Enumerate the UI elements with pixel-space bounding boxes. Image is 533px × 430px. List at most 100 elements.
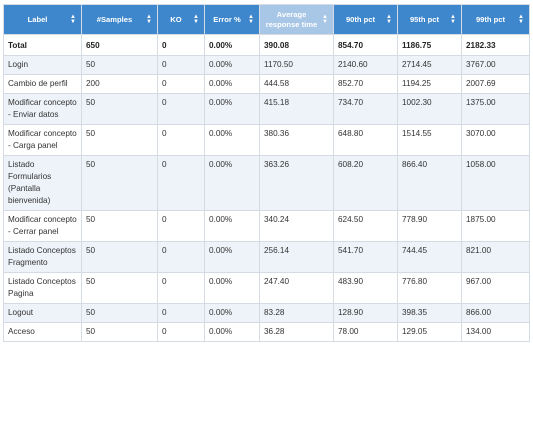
row-value-cell: 1514.55 <box>397 124 462 156</box>
row-value-cell: 0.00% <box>204 322 260 342</box>
row-value-cell: 541.70 <box>333 241 398 273</box>
sort-arrows-icon[interactable]: ▲ ▼ <box>248 13 254 25</box>
row-value-cell: 483.90 <box>333 272 398 304</box>
row-value-cell: 0.00% <box>204 55 260 75</box>
row-value-cell: 50 <box>81 210 158 242</box>
total-row: Total 650 0 0.00% 390.08 854.70 1186.75 2182.33 <box>3 34 530 56</box>
sort-arrows-icon[interactable]: ▲ ▼ <box>70 13 76 25</box>
row-value-cell: 648.80 <box>333 124 398 156</box>
column-header-label: 90th pct <box>345 14 376 24</box>
sort-arrows-icon[interactable]: ▲ ▼ <box>193 13 199 25</box>
row-value-cell: 247.40 <box>259 272 334 304</box>
row-value-cell: 363.26 <box>259 155 334 211</box>
row-value-cell: 776.80 <box>397 272 462 304</box>
sort-arrows-icon[interactable]: ▲ ▼ <box>450 13 456 25</box>
row-value-cell: 0.00% <box>204 74 260 94</box>
row-value-cell: 0.00% <box>204 272 260 304</box>
row-value-cell: 50 <box>81 55 158 75</box>
column-header-average-response-time[interactable]: Average response time ▲ ▼ <box>259 4 334 35</box>
table-row: Login 50 0 0.00% 1170.50 2140.60 2714.45 3767.0… <box>3 55 530 75</box>
row-value-cell: 0 <box>157 55 205 75</box>
column-header-label: KO <box>170 14 182 24</box>
row-value-cell: 200 <box>81 74 158 94</box>
table-row: Logout 50 0 0.00% 83.28 128.90 398.35 866.00 <box>3 303 530 323</box>
row-value-cell: 50 <box>81 322 158 342</box>
row-value-cell: 854.70 <box>333 34 398 56</box>
row-value-cell: 650 <box>81 34 158 56</box>
row-value-cell: 50 <box>81 241 158 273</box>
row-value-cell: 0.00% <box>204 210 260 242</box>
row-value-cell: 608.20 <box>333 155 398 211</box>
row-value-cell: 1375.00 <box>461 93 530 125</box>
column-header-label[interactable]: Label ▲ ▼ <box>3 4 82 35</box>
row-value-cell: 734.70 <box>333 93 398 125</box>
row-value-cell: 0 <box>157 124 205 156</box>
row-value-cell: 129.05 <box>397 322 462 342</box>
statistics-table-container: Label ▲ ▼ #Samples ▲ ▼ KO ▲ ▼ Error % ▲ ▼ Average re… <box>3 4 530 342</box>
column-header-95th-pct[interactable]: 95th pct ▲ ▼ <box>397 4 462 35</box>
row-label-cell: Modificar concepto - Cerrar panel <box>3 210 82 242</box>
row-label-cell: Listado Conceptos Fragmento <box>3 241 82 273</box>
row-value-cell: 852.70 <box>333 74 398 94</box>
row-value-cell: 1875.00 <box>461 210 530 242</box>
row-value-cell: 2182.33 <box>461 34 530 56</box>
column-header-99th-pct[interactable]: 99th pct ▲ ▼ <box>461 4 530 35</box>
row-value-cell: 50 <box>81 124 158 156</box>
table-row: Cambio de perfil 200 0 0.00% 444.58 852.70 119… <box>3 74 530 94</box>
row-value-cell: 2007.69 <box>461 74 530 94</box>
row-value-cell: 134.00 <box>461 322 530 342</box>
column-header-samples[interactable]: #Samples ▲ ▼ <box>81 4 158 35</box>
row-value-cell: 50 <box>81 303 158 323</box>
table-row: Listado Conceptos Fragmento 50 0 0.00% 256.1… <box>3 241 530 273</box>
table-row: Listado Formularios (Pantalla bienvenida… <box>3 155 530 211</box>
row-value-cell: 444.58 <box>259 74 334 94</box>
row-value-cell: 0 <box>157 303 205 323</box>
row-value-cell: 0.00% <box>204 303 260 323</box>
column-header-label: Average response time <box>265 9 318 29</box>
row-label-cell: Listado Conceptos Pagina <box>3 272 82 304</box>
row-value-cell: 0 <box>157 210 205 242</box>
row-value-cell: 340.24 <box>259 210 334 242</box>
row-value-cell: 866.00 <box>461 303 530 323</box>
row-value-cell: 0 <box>157 93 205 125</box>
row-value-cell: 0 <box>157 74 205 94</box>
row-value-cell: 380.36 <box>259 124 334 156</box>
column-header-label: Error % <box>213 14 241 24</box>
column-header-error[interactable]: Error % ▲ ▼ <box>204 4 260 35</box>
row-value-cell: 50 <box>81 272 158 304</box>
row-value-cell: 2140.60 <box>333 55 398 75</box>
sort-arrows-icon[interactable]: ▲ ▼ <box>518 13 524 25</box>
row-label-cell: Cambio de perfil <box>3 74 82 94</box>
row-value-cell: 256.14 <box>259 241 334 273</box>
row-label-cell: Modificar concepto - Carga panel <box>3 124 82 156</box>
row-value-cell: 1170.50 <box>259 55 334 75</box>
column-header-label: 95th pct <box>409 14 440 24</box>
column-header-label: #Samples <box>96 14 133 24</box>
row-value-cell: 1058.00 <box>461 155 530 211</box>
row-value-cell: 83.28 <box>259 303 334 323</box>
row-value-cell: 866.40 <box>397 155 462 211</box>
sort-arrows-icon[interactable]: ▲ ▼ <box>146 13 152 25</box>
row-label-cell: Total <box>3 34 82 56</box>
sort-arrows-icon[interactable]: ▲ ▼ <box>386 13 392 25</box>
row-value-cell: 0 <box>157 34 205 56</box>
row-value-cell: 128.90 <box>333 303 398 323</box>
row-value-cell: 78.00 <box>333 322 398 342</box>
row-value-cell: 967.00 <box>461 272 530 304</box>
table-row: Listado Conceptos Pagina 50 0 0.00% 247.40 48… <box>3 272 530 304</box>
table-row: Acceso 50 0 0.00% 36.28 78.00 129.05 134.00 <box>3 322 530 342</box>
column-header-label: 99th pct <box>475 14 506 24</box>
table-row: Modificar concepto - Carga panel 50 0 0.00%… <box>3 124 530 156</box>
column-header-ko[interactable]: KO ▲ ▼ <box>157 4 205 35</box>
row-value-cell: 398.35 <box>397 303 462 323</box>
row-value-cell: 744.45 <box>397 241 462 273</box>
row-value-cell: 390.08 <box>259 34 334 56</box>
table-body: Total 650 0 0.00% 390.08 854.70 1186.75 2182.33… <box>3 34 530 342</box>
sort-arrows-icon[interactable]: ▲ ▼ <box>322 13 328 25</box>
column-header-90th-pct[interactable]: 90th pct ▲ ▼ <box>333 4 398 35</box>
row-value-cell: 1002.30 <box>397 93 462 125</box>
row-value-cell: 415.18 <box>259 93 334 125</box>
row-value-cell: 3070.00 <box>461 124 530 156</box>
row-value-cell: 1186.75 <box>397 34 462 56</box>
row-label-cell: Logout <box>3 303 82 323</box>
